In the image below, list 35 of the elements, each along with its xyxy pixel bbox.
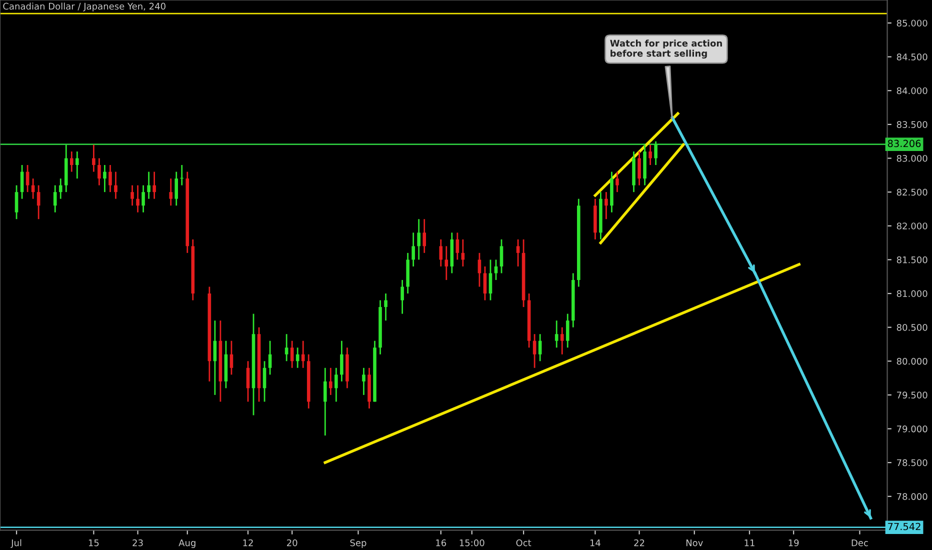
x-tick-label: Oct: [516, 539, 532, 546]
ref-line-label: 77.542: [888, 522, 920, 530]
y-tick-label: 82.500: [896, 188, 928, 196]
y-tick-label: 80.500: [896, 324, 928, 331]
x-tick-label: 22: [634, 539, 644, 546]
x-tick-label: Sep: [350, 539, 366, 548]
x-tick-label: 15:00: [460, 539, 484, 546]
chart-title: Canadian Dollar / Japanese Yen, 240: [3, 2, 166, 12]
y-tick-label: 84.000: [896, 87, 928, 94]
y-tick-label: 85.000: [896, 20, 928, 27]
y-tick-label: 84.500: [896, 54, 928, 60]
x-tick-label: Jul: [10, 539, 22, 548]
y-tick-label: 79.000: [897, 425, 928, 432]
x-tick-label: 14: [590, 540, 600, 546]
y-tick-label: 83.000: [896, 154, 928, 162]
y-tick-label: 81.500: [896, 256, 928, 264]
y-tick-label: 83.500: [896, 121, 928, 128]
x-tick-label: Nov: [686, 540, 703, 546]
x-tick-label: 19: [788, 539, 799, 546]
x-tick-label: Dec: [852, 540, 868, 546]
y-tick-label: 79.500: [897, 392, 928, 399]
y-tick-label: 81.000: [896, 290, 928, 298]
x-tick-label: 20: [287, 539, 298, 546]
x-tick-label: 15: [88, 540, 99, 546]
x-tick-label: 23: [132, 539, 143, 546]
x-tick-label: 11: [744, 540, 754, 546]
y-tick-label: 82.000: [896, 222, 928, 230]
annotation: Watch for price action before start selling: [610, 40, 722, 59]
x-tick-label: 12: [243, 539, 253, 546]
y-tick-label: 78.000: [897, 493, 928, 500]
ref-line-label: 83.206: [888, 140, 921, 148]
y-tick-label: 78.500: [897, 459, 928, 466]
x-tick-label: Aug: [178, 540, 196, 548]
x-tick-label: 16: [436, 539, 446, 546]
y-tick-label: 80.000: [896, 358, 928, 365]
